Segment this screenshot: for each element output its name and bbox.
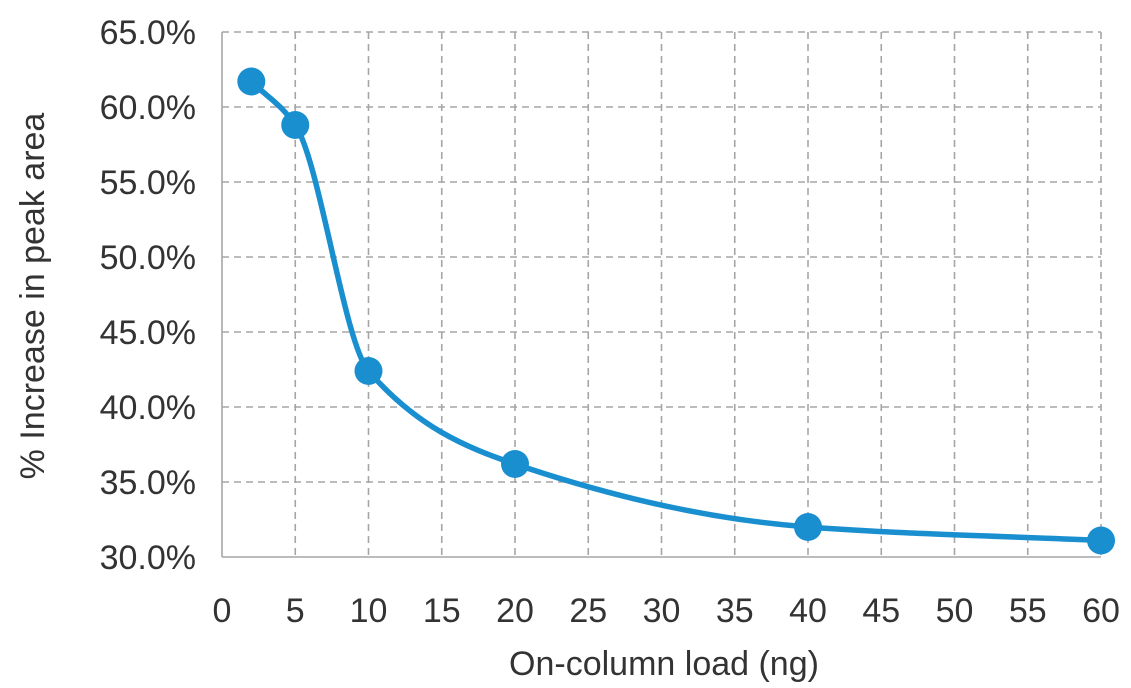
y-tick-label: 65.0%: [100, 14, 196, 52]
x-tick-label: 45: [862, 592, 900, 630]
y-tick-label: 40.0%: [100, 389, 196, 427]
grid: [221, 31, 1102, 558]
x-tick-label: 50: [936, 592, 974, 630]
y-tick-label: 60.0%: [100, 89, 196, 127]
data-point: [354, 357, 383, 385]
data-point: [794, 513, 822, 541]
x-tick-label: 60: [1082, 592, 1120, 630]
y-axis-ticks: 30.0% 35.0% 40.0% 45.0% 50.0% 55.0% 60.0% 65.0%: [100, 14, 196, 577]
series-line: [248, 78, 1104, 544]
x-tick-label: 30: [643, 592, 681, 630]
x-tick-label: 25: [569, 592, 607, 630]
y-tick-label: 35.0%: [100, 464, 196, 502]
data-point: [1087, 526, 1115, 555]
x-tick-label: 0: [213, 592, 232, 630]
data-points: [237, 67, 1115, 555]
y-tick-label: 50.0%: [100, 239, 196, 277]
y-tick-label: 30.0%: [100, 539, 196, 577]
x-tick-label: 10: [350, 592, 388, 630]
data-point: [281, 111, 310, 139]
x-tick-label: 5: [286, 592, 305, 630]
x-tick-label: 55: [1009, 592, 1047, 630]
x-tick-label: 35: [716, 592, 754, 630]
x-tick-label: 15: [423, 592, 461, 630]
data-point: [501, 450, 529, 478]
x-tick-label: 20: [496, 592, 534, 630]
data-point: [237, 67, 266, 96]
y-tick-label: 55.0%: [100, 164, 196, 202]
x-axis-title: On-column load (ng): [509, 645, 819, 683]
x-tick-label: 40: [789, 592, 827, 630]
y-axis-title: % Increase in peak area: [14, 113, 52, 480]
x-axis-ticks: 0 5 10 15 20 25 30 35 40 45 50 55 60: [213, 592, 1120, 630]
y-tick-label: 45.0%: [100, 314, 196, 352]
